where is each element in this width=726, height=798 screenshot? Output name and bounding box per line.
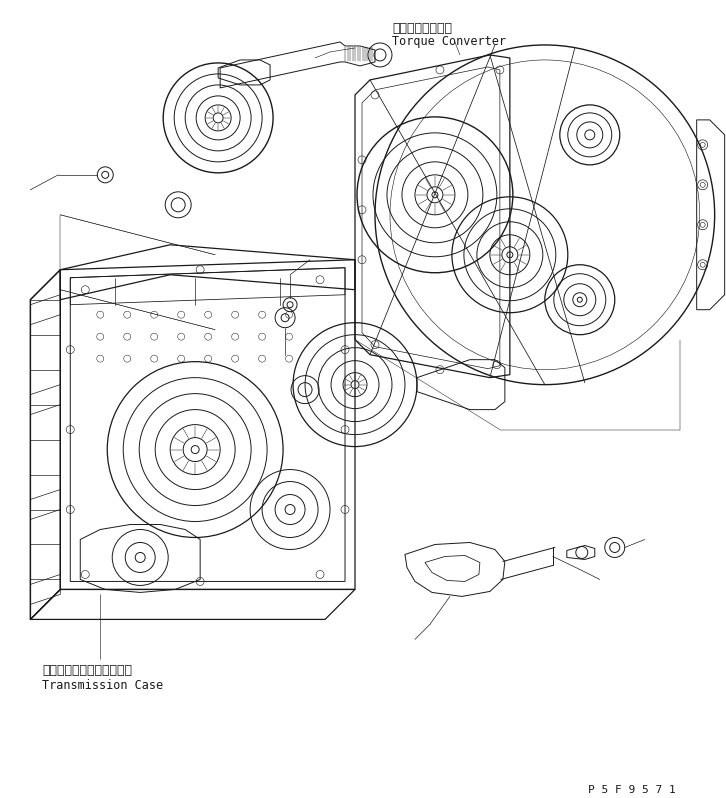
Text: トランスミッションケース: トランスミッションケース xyxy=(42,665,132,678)
Text: Torque Converter: Torque Converter xyxy=(392,35,506,48)
Text: P 5 F 9 5 7 1: P 5 F 9 5 7 1 xyxy=(588,785,675,796)
Text: Transmission Case: Transmission Case xyxy=(42,679,163,693)
Text: トルクコンバータ: トルクコンバータ xyxy=(392,22,452,35)
